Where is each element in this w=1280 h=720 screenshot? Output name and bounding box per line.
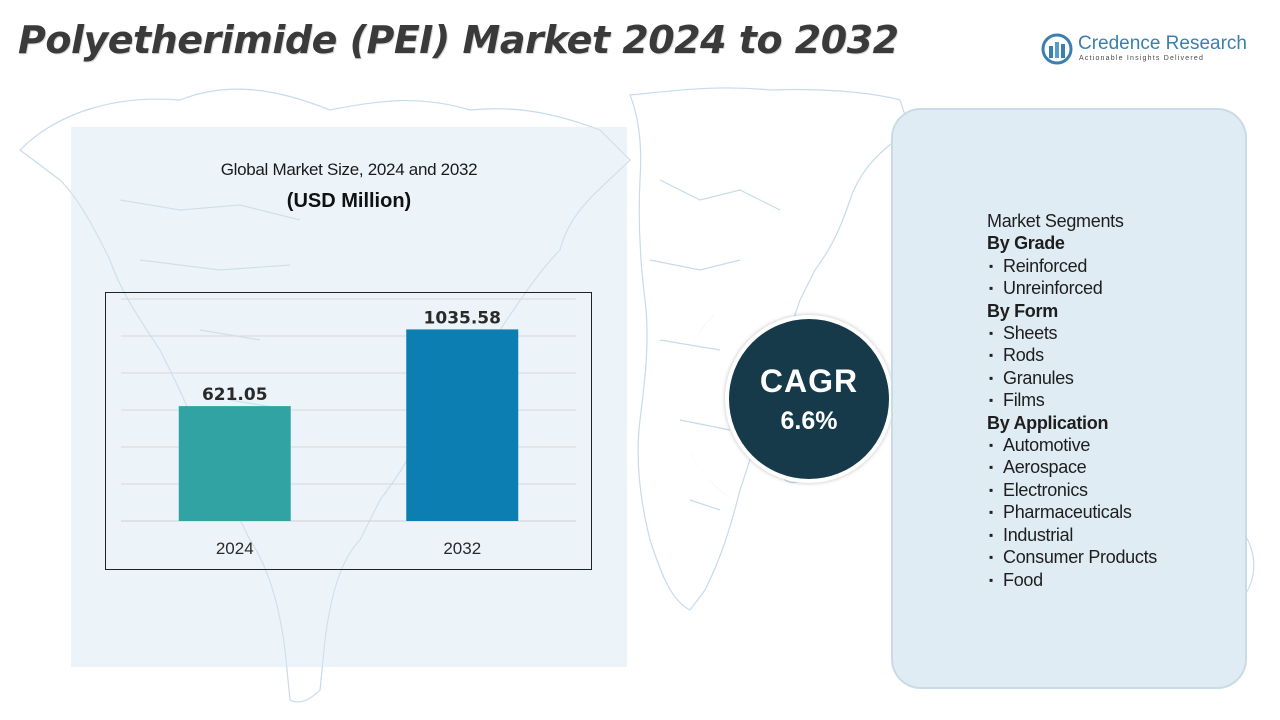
segment-item: ▪ Sheets (987, 322, 1247, 344)
x-tick-label: 2032 (443, 539, 481, 558)
segment-item: ▪ Rods (987, 344, 1247, 366)
x-tick-label: 2024 (216, 539, 254, 558)
segment-item-label: Industrial (1003, 524, 1074, 545)
bullet-icon: ▪ (989, 438, 993, 453)
segment-item-label: Unreinforced (1003, 278, 1103, 299)
credence-research-logo: Credence Research Actionable Insights De… (1040, 30, 1260, 66)
segment-item-label: Rods (1003, 345, 1044, 366)
segment-item: ▪ Granules (987, 367, 1247, 389)
segment-item-label: Pharmaceuticals (1003, 502, 1132, 523)
bar-2032 (406, 329, 519, 521)
logo-name: Credence Research (1078, 33, 1247, 54)
bullet-icon: ▪ (989, 550, 993, 565)
segment-item: ▪ Food (987, 569, 1247, 591)
cagr-badge: CAGR 6.6% (725, 315, 893, 483)
segments-panel (891, 108, 1247, 689)
segment-item: ▪ Electronics (987, 479, 1247, 501)
data-label: 621.05 (202, 385, 268, 405)
segment-item-label: Electronics (1003, 479, 1088, 500)
bar-chart-svg: 621.05 2024 1035.58 2032 (121, 298, 576, 558)
cagr-label: CAGR (759, 363, 859, 399)
segment-item-label: Sheets (1003, 323, 1058, 344)
page-title: Polyetherimide (PEI) Market 2024 to 2032 (18, 18, 899, 62)
segment-item-label: Reinforced (1003, 255, 1088, 276)
segment-item: ▪ Unreinforced (987, 277, 1247, 299)
cagr-value: 6.6% (780, 407, 838, 435)
segment-item: ▪ Reinforced (987, 255, 1247, 277)
segment-item: ▪ Aerospace (987, 456, 1247, 478)
bar-2024 (178, 406, 291, 521)
bullet-icon: ▪ (989, 393, 993, 408)
market-segments-list: Market Segments By Grade ▪ Reinforced ▪ Unre… (987, 210, 1247, 591)
segment-item-label: Consumer Products (1003, 547, 1157, 568)
bar-chart: 621.05 2024 1035.58 2032 (105, 292, 592, 570)
segment-group-heading: By Application (987, 412, 1109, 433)
bullet-icon: ▪ (989, 460, 993, 475)
logo-mark-icon (1041, 33, 1073, 65)
segment-group-heading: By Form (987, 300, 1058, 321)
segment-item: ▪ Films (987, 389, 1247, 411)
bullet-icon: ▪ (989, 572, 993, 587)
segment-item-label: Granules (1003, 367, 1074, 388)
bullet-icon: ▪ (989, 482, 993, 497)
bullet-icon: ▪ (989, 370, 993, 385)
bullet-icon: ▪ (989, 326, 993, 341)
chart-panel (71, 127, 627, 667)
segment-group-heading: By Grade (987, 233, 1065, 254)
bullet-icon: ▪ (989, 527, 993, 542)
segment-item-label: Food (1003, 569, 1043, 590)
segment-item: ▪ Automotive (987, 434, 1247, 456)
segment-item-label: Films (1003, 390, 1045, 411)
segment-item: ▪ Pharmaceuticals (987, 501, 1247, 523)
segment-item: ▪ Consumer Products (987, 546, 1247, 568)
chart-title: Global Market Size, 2024 and 2032 (220, 160, 478, 179)
bullet-icon: ▪ (989, 281, 993, 296)
segment-item-label: Automotive (1003, 435, 1091, 456)
bullet-icon: ▪ (989, 258, 993, 273)
segment-item-label: Aerospace (1003, 457, 1087, 478)
segments-heading: Market Segments (987, 211, 1124, 231)
segment-item: ▪ Industrial (987, 524, 1247, 546)
bullet-icon: ▪ (989, 348, 993, 363)
chart-subtitle: (USD Million) (286, 190, 412, 212)
data-label: 1035.58 (424, 308, 501, 328)
logo-tagline: Actionable Insights Delivered (1079, 55, 1205, 62)
bullet-icon: ▪ (989, 505, 993, 520)
